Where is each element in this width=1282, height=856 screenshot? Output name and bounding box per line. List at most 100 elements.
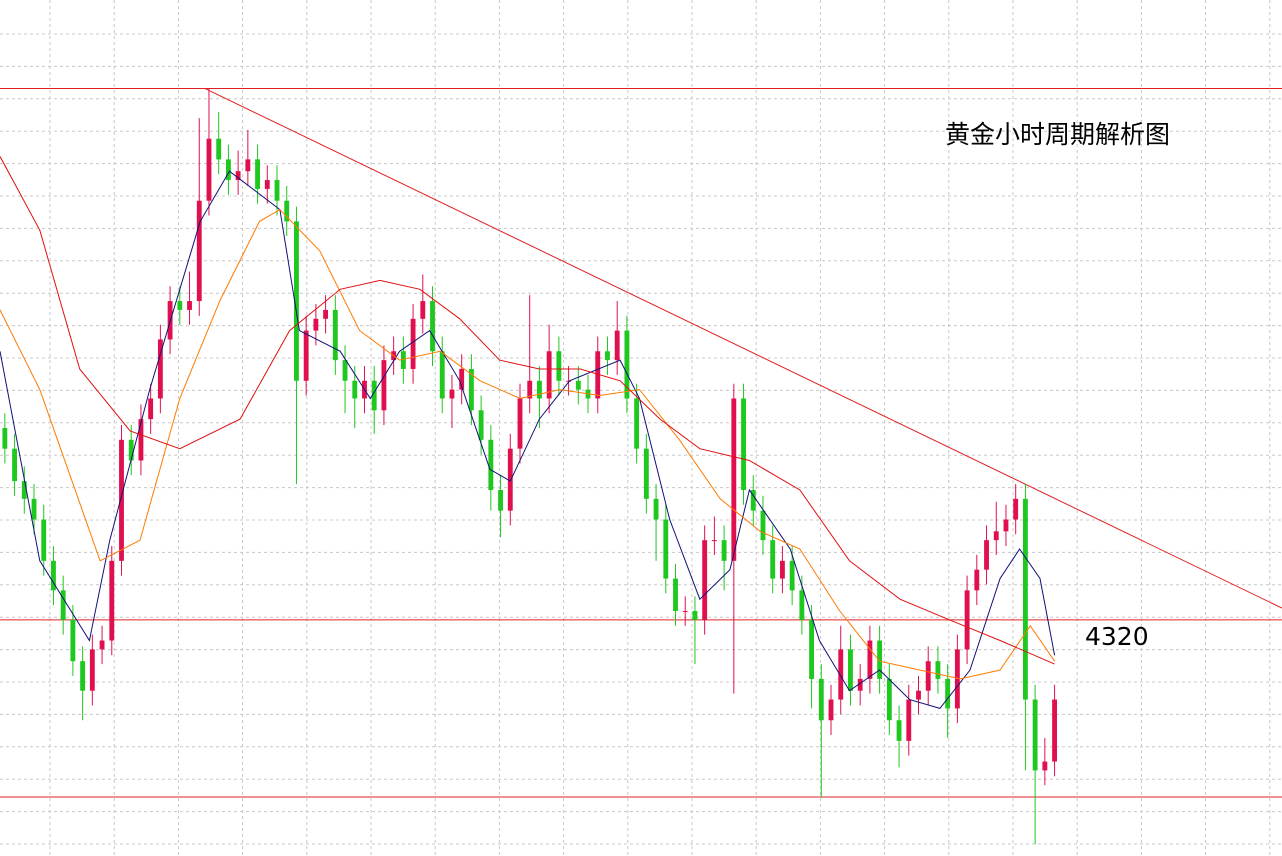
candle-body: [255, 159, 260, 189]
candle-body: [274, 180, 280, 201]
average-line: [0, 156, 1055, 665]
trendline: [204, 88, 1282, 609]
candle-body: [799, 590, 805, 620]
candle-body: [731, 398, 737, 561]
candle-body: [332, 309, 338, 361]
candle-body: [877, 640, 883, 679]
candle-body: [605, 351, 610, 361]
candle-body: [21, 481, 27, 499]
candle-body: [235, 171, 241, 181]
candle-body: [109, 560, 115, 641]
candle-body: [196, 200, 202, 302]
candle-body: [906, 699, 912, 741]
candle-body: [896, 720, 902, 741]
candle-body: [488, 439, 494, 490]
candle-body: [138, 419, 144, 461]
candle-body: [954, 649, 960, 709]
average-line: [0, 170, 1056, 709]
candle-body: [206, 138, 212, 201]
candle-body: [527, 380, 533, 399]
candle-body: [51, 560, 56, 591]
candle-body: [1042, 761, 1048, 771]
candle-body: [838, 649, 844, 700]
candle-body: [187, 301, 192, 310]
candle-body: [12, 448, 18, 482]
candle-body: [595, 351, 601, 399]
candle-body: [779, 560, 785, 579]
candle-body: [430, 301, 435, 352]
candle-body: [643, 448, 649, 499]
candle-body: [721, 540, 727, 561]
candle-body: [439, 351, 445, 399]
candle-body: [653, 498, 659, 520]
candle-body: [993, 531, 999, 541]
candle-body: [556, 351, 562, 381]
candle-body: [352, 380, 358, 399]
candle-body: [789, 560, 795, 591]
candle-body: [848, 649, 853, 691]
candle-body: [925, 661, 931, 691]
candle-body: [468, 368, 474, 411]
candle-body: [371, 380, 377, 411]
candle-body: [70, 619, 76, 662]
candle-body: [614, 330, 620, 361]
candle-body: [410, 318, 416, 369]
candle-body: [498, 489, 503, 511]
candle-body: [342, 360, 348, 381]
candle-body: [2, 428, 8, 449]
candle-body: [80, 661, 86, 691]
candle-body: [225, 159, 231, 181]
candle-body: [575, 380, 581, 390]
chart-title: 黄金小时周期解析图: [945, 120, 1170, 149]
candle-body: [449, 389, 455, 399]
candle-body: [459, 368, 465, 390]
level-label: 4320: [1085, 622, 1149, 651]
candle-body: [41, 519, 47, 561]
candle-body: [741, 398, 746, 490]
candle-body: [400, 351, 406, 369]
candle-body: [857, 678, 863, 691]
candle-body: [682, 611, 688, 613]
candle-body: [31, 498, 37, 520]
candle-body: [634, 398, 640, 449]
candle-body: [711, 540, 717, 542]
candle-body: [867, 640, 873, 679]
candle-body: [663, 519, 669, 579]
candle-body: [935, 661, 941, 679]
candle-body: [420, 301, 426, 319]
candle-body: [216, 138, 222, 160]
candle-body: [303, 330, 309, 381]
candle-body: [1013, 498, 1019, 520]
candle-body: [809, 619, 815, 679]
candle-body: [945, 678, 951, 709]
candle-body: [546, 351, 552, 399]
candle-body: [1052, 699, 1057, 762]
candle-body: [916, 690, 921, 700]
average-line: [0, 208, 1056, 680]
candle-body: [537, 380, 542, 399]
candle-body: [264, 180, 270, 189]
candle-body: [323, 309, 329, 319]
candle-body: [89, 649, 95, 691]
candle-body: [818, 678, 824, 721]
candle-body: [99, 640, 105, 650]
marks: [0, 88, 1282, 845]
candle-body: [624, 330, 630, 399]
candle-body: [507, 448, 513, 511]
candle-body: [750, 489, 756, 511]
candle-body: [828, 699, 834, 721]
candle-body: [177, 301, 183, 310]
candle-body: [313, 318, 319, 331]
candle-body: [517, 398, 523, 449]
candle-body: [673, 578, 678, 612]
candle-body: [886, 678, 892, 721]
candle-body: [964, 590, 970, 650]
candle-body: [128, 439, 134, 461]
candle-body: [1022, 498, 1028, 700]
candle-body: [157, 339, 163, 399]
candle-body: [566, 380, 572, 382]
candle-body: [284, 200, 290, 222]
